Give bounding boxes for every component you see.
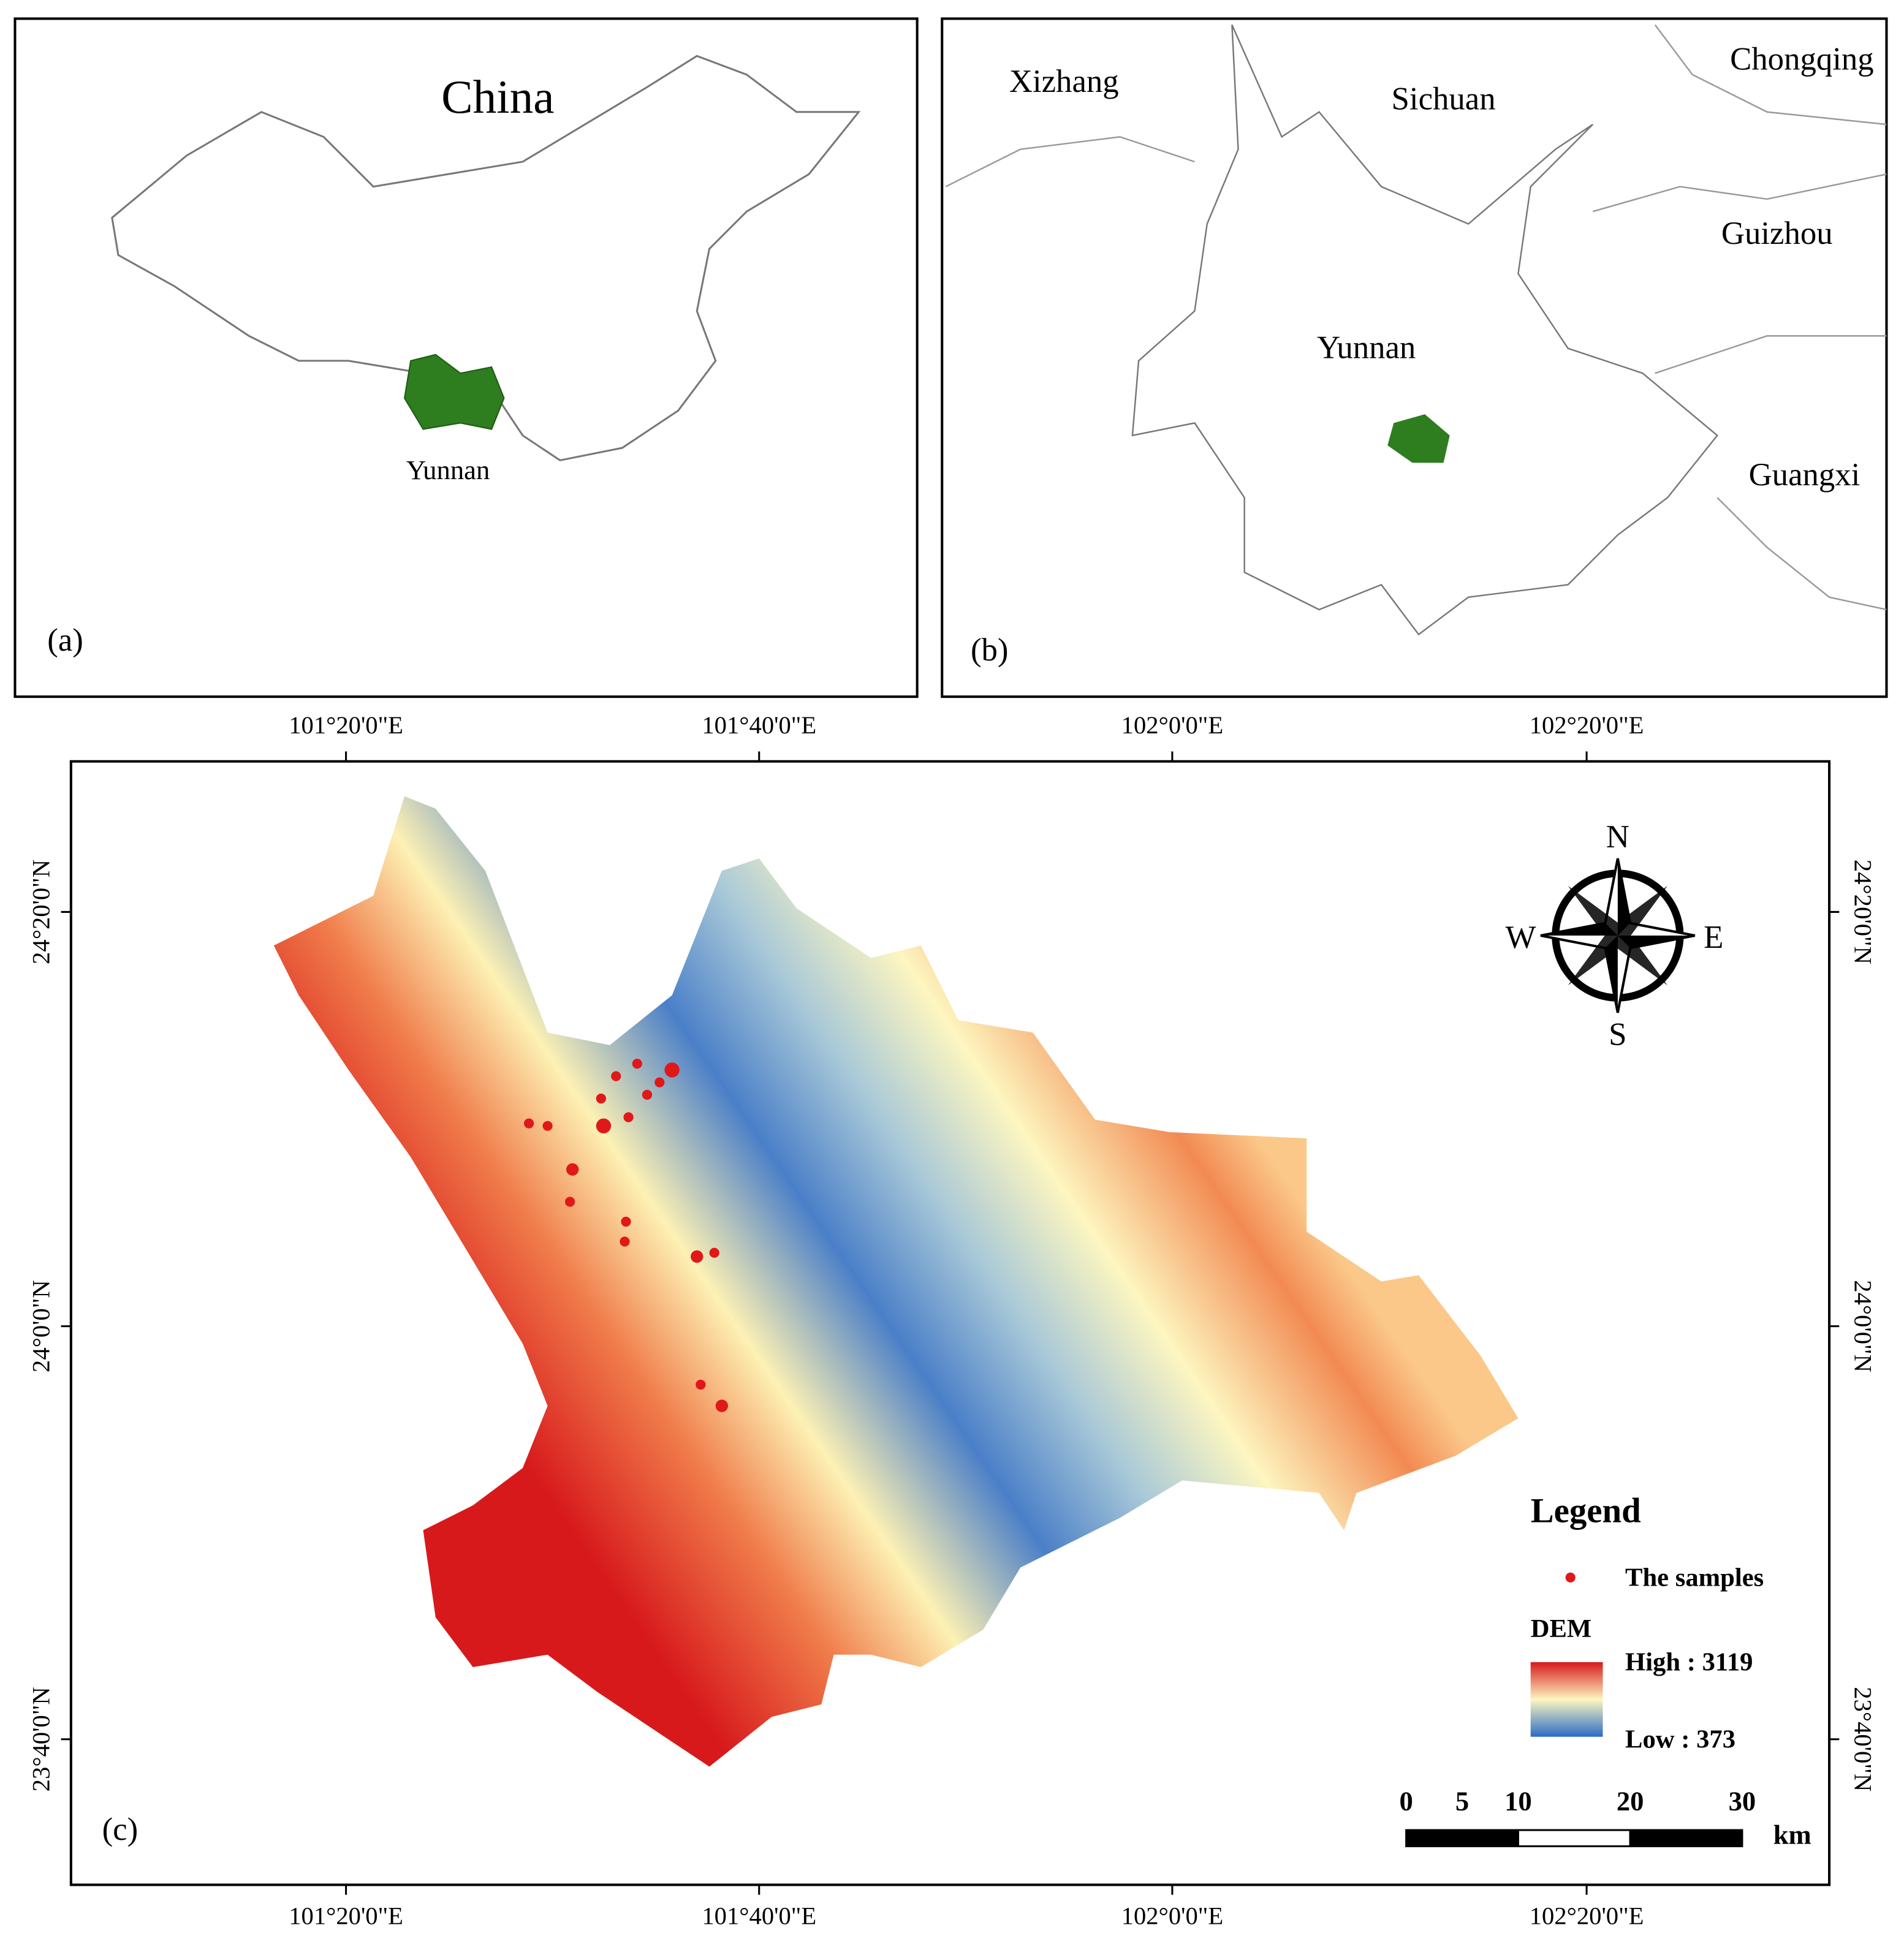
longitude-label: 101°20'0"E <box>289 1902 403 1929</box>
province-label: Guizhou <box>1721 216 1833 251</box>
scale-tick-label: 30 <box>1729 1786 1756 1817</box>
compass-s: S <box>1609 1017 1626 1053</box>
latitude-label: 24°0'0"N <box>1849 1280 1877 1372</box>
latitude-label: 24°20'0"N <box>1849 860 1877 964</box>
longitude-label: 101°40'0"E <box>702 1902 816 1929</box>
region-label: Yunnan <box>406 455 490 485</box>
legend-samples: The samples <box>1625 1564 1764 1592</box>
map-title: China <box>441 70 554 123</box>
legend-low: Low : 373 <box>1625 1725 1735 1754</box>
scale-tick-label: 5 <box>1455 1786 1469 1817</box>
scale-segment <box>1405 1829 1519 1847</box>
panel-tag: (c) <box>102 1812 138 1847</box>
legend-high: High : 3119 <box>1625 1648 1753 1677</box>
latitude-label: 24°0'0"N <box>27 1280 55 1372</box>
panel-tag: (a) <box>47 622 83 658</box>
longitude-label: 101°40'0"E <box>702 711 816 739</box>
latitude-label: 24°20'0"N <box>27 860 55 964</box>
scale-tick-label: 10 <box>1504 1786 1532 1817</box>
longitude-label: 102°20'0"E <box>1530 1902 1644 1929</box>
province-label: Guangxi <box>1749 457 1860 493</box>
yunnan-outline <box>1131 25 1719 636</box>
longitude-label: 102°0'0"E <box>1121 711 1223 739</box>
graticule: 101°20'0"E 101°20'0"E 101°40'0"E 101°40'0"E… <box>27 711 1876 1929</box>
province-borders <box>945 24 1887 611</box>
study-area-highlight <box>1387 414 1450 463</box>
scale-tick-label: 20 <box>1617 1786 1644 1817</box>
compass-w: W <box>1506 920 1536 955</box>
province-label: Sichuan <box>1392 81 1496 117</box>
legend-title: Legend <box>1531 1491 1641 1530</box>
sample-points <box>523 1059 728 1412</box>
scale-tick-label: 0 <box>1400 1786 1413 1817</box>
scale-segment <box>1629 1829 1743 1847</box>
panel-tag: (b) <box>971 632 1009 668</box>
dem-raster <box>273 796 1519 1767</box>
scale-segment <box>1517 1829 1631 1847</box>
compass-n: N <box>1606 819 1629 855</box>
province-label: Xizhang <box>1009 64 1119 99</box>
yunnan-highlight <box>403 354 505 430</box>
compass <box>1540 858 1696 1013</box>
longitude-label: 102°20'0"E <box>1530 711 1644 739</box>
latitude-label: 23°40'0"N <box>1849 1687 1877 1791</box>
dem-colorbar <box>1530 1662 1603 1737</box>
longitude-label: 101°20'0"E <box>289 711 403 739</box>
province-label: Yunnan <box>1317 330 1416 366</box>
china-outline <box>111 55 861 461</box>
legend-sample-marker <box>1565 1572 1576 1583</box>
scale-bar: 0 5 10 20 30 <box>1400 1786 1756 1847</box>
scale-unit: km <box>1773 1819 1811 1850</box>
legend-dem-title: DEM <box>1531 1614 1591 1643</box>
latitude-label: 23°40'0"N <box>27 1687 55 1791</box>
compass-e: E <box>1704 920 1723 955</box>
longitude-label: 102°0'0"E <box>1121 1902 1223 1929</box>
province-label: Chongqing <box>1730 42 1874 77</box>
